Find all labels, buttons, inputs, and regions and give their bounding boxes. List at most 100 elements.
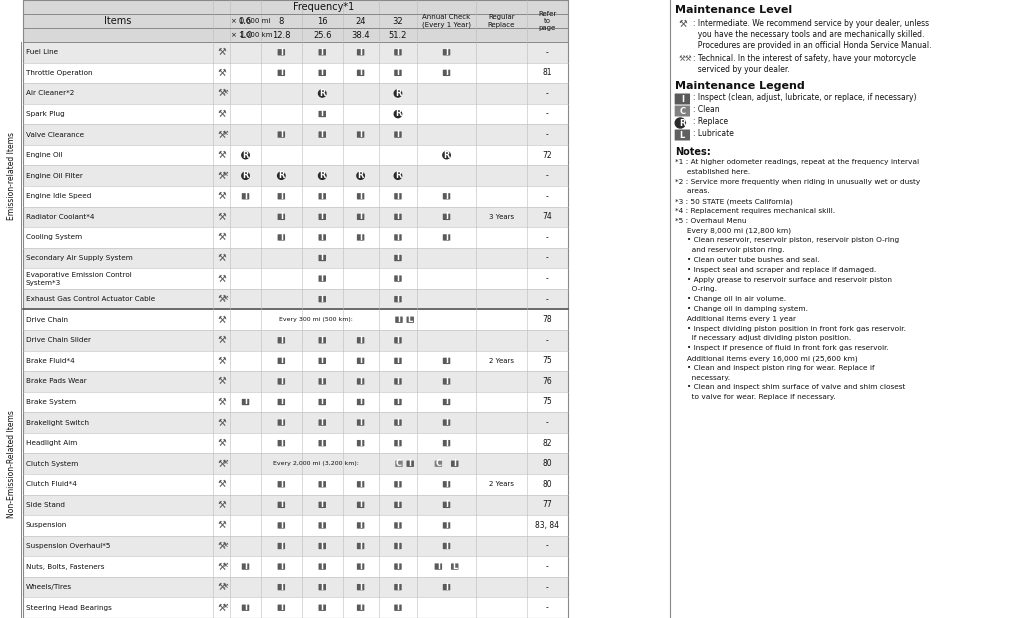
Circle shape — [277, 172, 285, 179]
Text: I: I — [397, 583, 399, 591]
FancyBboxPatch shape — [277, 481, 285, 488]
FancyBboxPatch shape — [675, 130, 690, 140]
Text: × 1,000 km: × 1,000 km — [231, 32, 273, 38]
FancyBboxPatch shape — [318, 193, 326, 200]
Text: ⚒: ⚒ — [217, 459, 226, 468]
FancyBboxPatch shape — [394, 584, 402, 590]
Text: Drive Chain: Drive Chain — [26, 316, 68, 323]
Text: 12.8: 12.8 — [272, 30, 291, 40]
Text: ⚒: ⚒ — [217, 192, 226, 201]
FancyBboxPatch shape — [394, 358, 402, 364]
Text: : Replace: : Replace — [693, 117, 727, 126]
FancyBboxPatch shape — [435, 460, 442, 467]
Text: I: I — [321, 501, 323, 509]
Text: : Inspect (clean, adjust, lubricate, or replace, if necessary): : Inspect (clean, adjust, lubricate, or … — [693, 93, 916, 102]
FancyBboxPatch shape — [451, 460, 458, 467]
FancyBboxPatch shape — [277, 234, 285, 240]
Text: I: I — [280, 69, 282, 77]
FancyBboxPatch shape — [277, 440, 285, 446]
FancyBboxPatch shape — [318, 255, 326, 261]
Text: ⚒: ⚒ — [217, 171, 226, 180]
Text: ⚒: ⚒ — [217, 480, 226, 489]
Text: I: I — [359, 233, 362, 242]
Bar — [23, 83, 568, 104]
Circle shape — [241, 151, 250, 159]
Text: ⚒: ⚒ — [223, 172, 228, 177]
Text: ⚒: ⚒ — [217, 376, 226, 386]
Text: : Intermediate. We recommend service by your dealer, unless: : Intermediate. We recommend service by … — [693, 19, 929, 28]
Bar — [23, 166, 568, 186]
Text: ⚒: ⚒ — [217, 48, 226, 57]
Text: I: I — [397, 357, 399, 365]
Text: Frequency*1: Frequency*1 — [294, 2, 354, 12]
Text: I: I — [445, 541, 448, 551]
FancyBboxPatch shape — [394, 522, 402, 528]
Text: I: I — [397, 336, 399, 345]
Text: -: - — [546, 562, 548, 571]
Text: Maintenance Legend: Maintenance Legend — [675, 81, 805, 91]
Text: I: I — [280, 439, 282, 447]
FancyBboxPatch shape — [318, 378, 326, 384]
Text: 80: 80 — [542, 459, 552, 468]
Text: 72: 72 — [542, 151, 552, 159]
Text: Valve Clearance: Valve Clearance — [26, 132, 84, 138]
Circle shape — [318, 172, 326, 179]
FancyBboxPatch shape — [357, 234, 364, 240]
Text: ⚒: ⚒ — [217, 68, 226, 78]
Text: I: I — [437, 562, 440, 571]
Text: I: I — [397, 439, 399, 447]
Text: I: I — [280, 130, 282, 139]
Text: Brake Pads Wear: Brake Pads Wear — [26, 378, 86, 384]
Text: Throttle Operation: Throttle Operation — [26, 70, 92, 76]
Text: I: I — [321, 274, 323, 283]
Circle shape — [241, 172, 250, 179]
Text: I: I — [359, 541, 362, 551]
FancyBboxPatch shape — [318, 276, 326, 282]
Circle shape — [318, 90, 326, 97]
Text: Engine Oil Filter: Engine Oil Filter — [26, 172, 83, 179]
Text: I: I — [445, 439, 448, 447]
Text: ⚒: ⚒ — [217, 294, 226, 304]
Text: I: I — [280, 48, 282, 57]
FancyBboxPatch shape — [394, 604, 402, 611]
Text: Radiator Coolant*4: Radiator Coolant*4 — [26, 214, 94, 220]
Text: I: I — [397, 295, 399, 303]
Bar — [23, 454, 568, 474]
Text: ⚒: ⚒ — [223, 583, 228, 588]
Text: ⚒: ⚒ — [217, 315, 226, 324]
Text: ⚒: ⚒ — [223, 131, 228, 136]
Text: • Inspect if presence of fluid in front fork gas reservoir.: • Inspect if presence of fluid in front … — [675, 345, 889, 351]
FancyBboxPatch shape — [318, 337, 326, 344]
FancyBboxPatch shape — [394, 214, 402, 220]
Text: I: I — [359, 357, 362, 365]
Text: 78: 78 — [542, 315, 552, 324]
Text: • Change oil in damping system.: • Change oil in damping system. — [675, 306, 808, 312]
Text: -: - — [546, 336, 548, 345]
Text: I: I — [397, 274, 399, 283]
Text: 82: 82 — [542, 439, 552, 447]
Text: serviced by your dealer.: serviced by your dealer. — [693, 65, 790, 74]
Text: Every 2,000 mi (3,200 km):: Every 2,000 mi (3,200 km): — [273, 461, 359, 466]
FancyBboxPatch shape — [443, 584, 450, 590]
Text: I: I — [280, 562, 282, 571]
FancyBboxPatch shape — [394, 399, 402, 405]
Text: • Inspect dividing piston position in front fork gas reservoir.: • Inspect dividing piston position in fr… — [675, 326, 906, 332]
Text: Spark Plug: Spark Plug — [26, 111, 64, 117]
Text: 38.4: 38.4 — [351, 30, 370, 40]
Text: I: I — [321, 583, 323, 591]
FancyBboxPatch shape — [394, 337, 402, 344]
Text: -: - — [546, 541, 548, 551]
Text: 75: 75 — [542, 397, 552, 407]
Text: ⚒: ⚒ — [217, 418, 226, 428]
Text: I: I — [397, 130, 399, 139]
Bar — [23, 412, 568, 433]
Bar — [0, 0, 23, 618]
FancyBboxPatch shape — [318, 70, 326, 76]
Text: I: I — [397, 418, 399, 427]
Text: I: I — [321, 109, 323, 119]
Text: Engine Idle Speed: Engine Idle Speed — [26, 193, 91, 199]
FancyBboxPatch shape — [318, 214, 326, 220]
Text: System*3: System*3 — [26, 280, 60, 286]
FancyBboxPatch shape — [443, 420, 450, 426]
FancyBboxPatch shape — [443, 378, 450, 384]
